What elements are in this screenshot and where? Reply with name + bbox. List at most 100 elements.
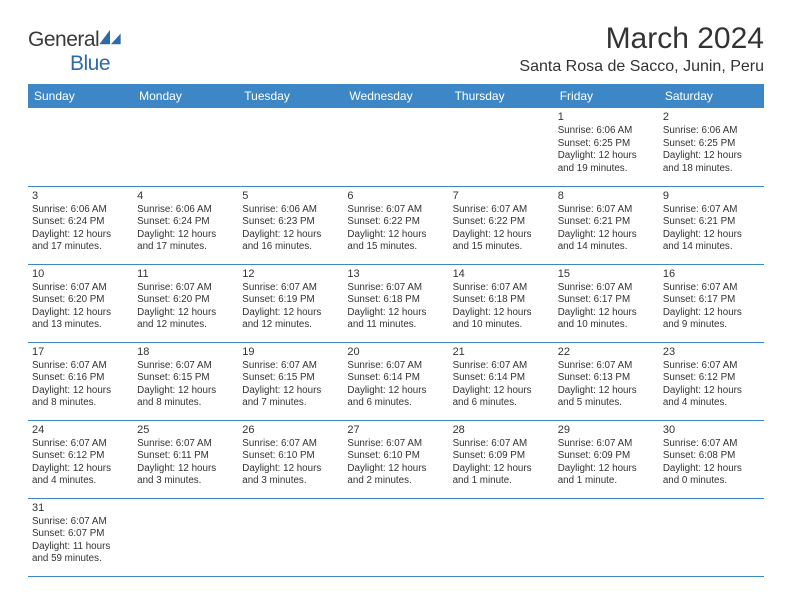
day-number: 31 [32,501,129,515]
cell-line: Daylight: 12 hours [558,385,655,398]
calendar-cell: 14Sunrise: 6:07 AMSunset: 6:18 PMDayligh… [449,264,554,342]
cell-line: Sunrise: 6:07 AM [453,360,550,373]
cell-line: Daylight: 12 hours [558,150,655,163]
cell-line: and 1 minute. [453,475,550,488]
cell-line: Sunset: 6:25 PM [558,138,655,151]
calendar-page: General Blue March 2024 Santa Rosa de Sa… [0,0,792,577]
cell-line: Sunrise: 6:07 AM [347,438,444,451]
cell-line: Daylight: 12 hours [663,307,760,320]
cell-line: Sunrise: 6:07 AM [558,438,655,451]
calendar-cell: 8Sunrise: 6:07 AMSunset: 6:21 PMDaylight… [554,186,659,264]
cell-line: Sunrise: 6:07 AM [242,438,339,451]
day-number: 30 [663,423,760,437]
cell-line: Sunrise: 6:07 AM [558,282,655,295]
cell-line: Daylight: 12 hours [663,150,760,163]
cell-line: and 14 minutes. [663,241,760,254]
cell-line: Sunrise: 6:07 AM [137,360,234,373]
calendar-cell: 20Sunrise: 6:07 AMSunset: 6:14 PMDayligh… [343,342,448,420]
cell-line: Daylight: 12 hours [137,307,234,320]
cell-line: Daylight: 12 hours [347,385,444,398]
cell-line: and 3 minutes. [242,475,339,488]
cell-line: Sunrise: 6:07 AM [663,282,760,295]
cell-line: and 16 minutes. [242,241,339,254]
day-header-row: SundayMondayTuesdayWednesdayThursdayFrid… [28,84,764,108]
cell-line: Sunrise: 6:07 AM [32,438,129,451]
calendar-cell [449,498,554,576]
cell-line: Sunrise: 6:07 AM [453,282,550,295]
cell-line: Sunset: 6:15 PM [137,372,234,385]
cell-line: Sunset: 6:10 PM [242,450,339,463]
day-number: 1 [558,110,655,124]
cell-line: Daylight: 12 hours [242,463,339,476]
cell-line: and 17 minutes. [137,241,234,254]
calendar-cell: 24Sunrise: 6:07 AMSunset: 6:12 PMDayligh… [28,420,133,498]
cell-line: and 4 minutes. [663,397,760,410]
calendar-cell: 29Sunrise: 6:07 AMSunset: 6:09 PMDayligh… [554,420,659,498]
calendar-cell: 1Sunrise: 6:06 AMSunset: 6:25 PMDaylight… [554,108,659,186]
cell-line: and 8 minutes. [137,397,234,410]
calendar-cell: 26Sunrise: 6:07 AMSunset: 6:10 PMDayligh… [238,420,343,498]
cell-line: and 18 minutes. [663,163,760,176]
cell-line: Sunrise: 6:07 AM [453,438,550,451]
cell-line: and 3 minutes. [137,475,234,488]
day-number: 29 [558,423,655,437]
cell-line: and 5 minutes. [558,397,655,410]
calendar-cell: 2Sunrise: 6:06 AMSunset: 6:25 PMDaylight… [659,108,764,186]
day-header: Sunday [28,84,133,108]
calendar-cell: 13Sunrise: 6:07 AMSunset: 6:18 PMDayligh… [343,264,448,342]
calendar-week: 3Sunrise: 6:06 AMSunset: 6:24 PMDaylight… [28,186,764,264]
day-number: 4 [137,189,234,203]
day-number: 22 [558,345,655,359]
cell-line: Sunrise: 6:07 AM [32,282,129,295]
cell-line: Sunrise: 6:07 AM [347,282,444,295]
day-number: 28 [453,423,550,437]
cell-line: and 4 minutes. [32,475,129,488]
location-line: Santa Rosa de Sacco, Junin, Peru [519,58,764,76]
cell-line: Sunset: 6:09 PM [558,450,655,463]
day-header: Tuesday [238,84,343,108]
cell-line: and 13 minutes. [32,319,129,332]
calendar-cell: 25Sunrise: 6:07 AMSunset: 6:11 PMDayligh… [133,420,238,498]
logo-text: General Blue [28,28,121,76]
day-number: 9 [663,189,760,203]
cell-line: Sunrise: 6:07 AM [137,438,234,451]
calendar-cell: 17Sunrise: 6:07 AMSunset: 6:16 PMDayligh… [28,342,133,420]
cell-line: Daylight: 12 hours [347,307,444,320]
cell-line: Daylight: 12 hours [137,463,234,476]
calendar-week: 31Sunrise: 6:07 AMSunset: 6:07 PMDayligh… [28,498,764,576]
cell-line: Sunset: 6:19 PM [242,294,339,307]
cell-line: Daylight: 12 hours [242,385,339,398]
cell-line: Sunset: 6:14 PM [347,372,444,385]
day-number: 24 [32,423,129,437]
cell-line: Sunrise: 6:07 AM [663,438,760,451]
cell-line: and 2 minutes. [347,475,444,488]
cell-line: Sunrise: 6:07 AM [32,516,129,529]
cell-line: Daylight: 12 hours [453,463,550,476]
cell-line: Sunset: 6:16 PM [32,372,129,385]
calendar-cell: 31Sunrise: 6:07 AMSunset: 6:07 PMDayligh… [28,498,133,576]
logo: General Blue [28,22,121,76]
cell-line: Sunset: 6:10 PM [347,450,444,463]
cell-line: Daylight: 12 hours [558,307,655,320]
calendar-cell: 22Sunrise: 6:07 AMSunset: 6:13 PMDayligh… [554,342,659,420]
cell-line: Daylight: 12 hours [663,385,760,398]
cell-line: Daylight: 12 hours [137,229,234,242]
calendar-cell: 7Sunrise: 6:07 AMSunset: 6:22 PMDaylight… [449,186,554,264]
day-number: 2 [663,110,760,124]
cell-line: and 19 minutes. [558,163,655,176]
day-number: 13 [347,267,444,281]
cell-line: Sunset: 6:21 PM [558,216,655,229]
cell-line: Sunrise: 6:07 AM [137,282,234,295]
cell-line: and 0 minutes. [663,475,760,488]
cell-line: Sunset: 6:07 PM [32,528,129,541]
calendar-cell: 18Sunrise: 6:07 AMSunset: 6:15 PMDayligh… [133,342,238,420]
cell-line: Sunrise: 6:06 AM [663,125,760,138]
cell-line: Daylight: 12 hours [663,229,760,242]
cell-line: and 12 minutes. [242,319,339,332]
cell-line: Sunrise: 6:07 AM [663,204,760,217]
day-number: 12 [242,267,339,281]
cell-line: and 10 minutes. [558,319,655,332]
calendar-week: 1Sunrise: 6:06 AMSunset: 6:25 PMDaylight… [28,108,764,186]
cell-line: Daylight: 12 hours [453,229,550,242]
day-number: 14 [453,267,550,281]
